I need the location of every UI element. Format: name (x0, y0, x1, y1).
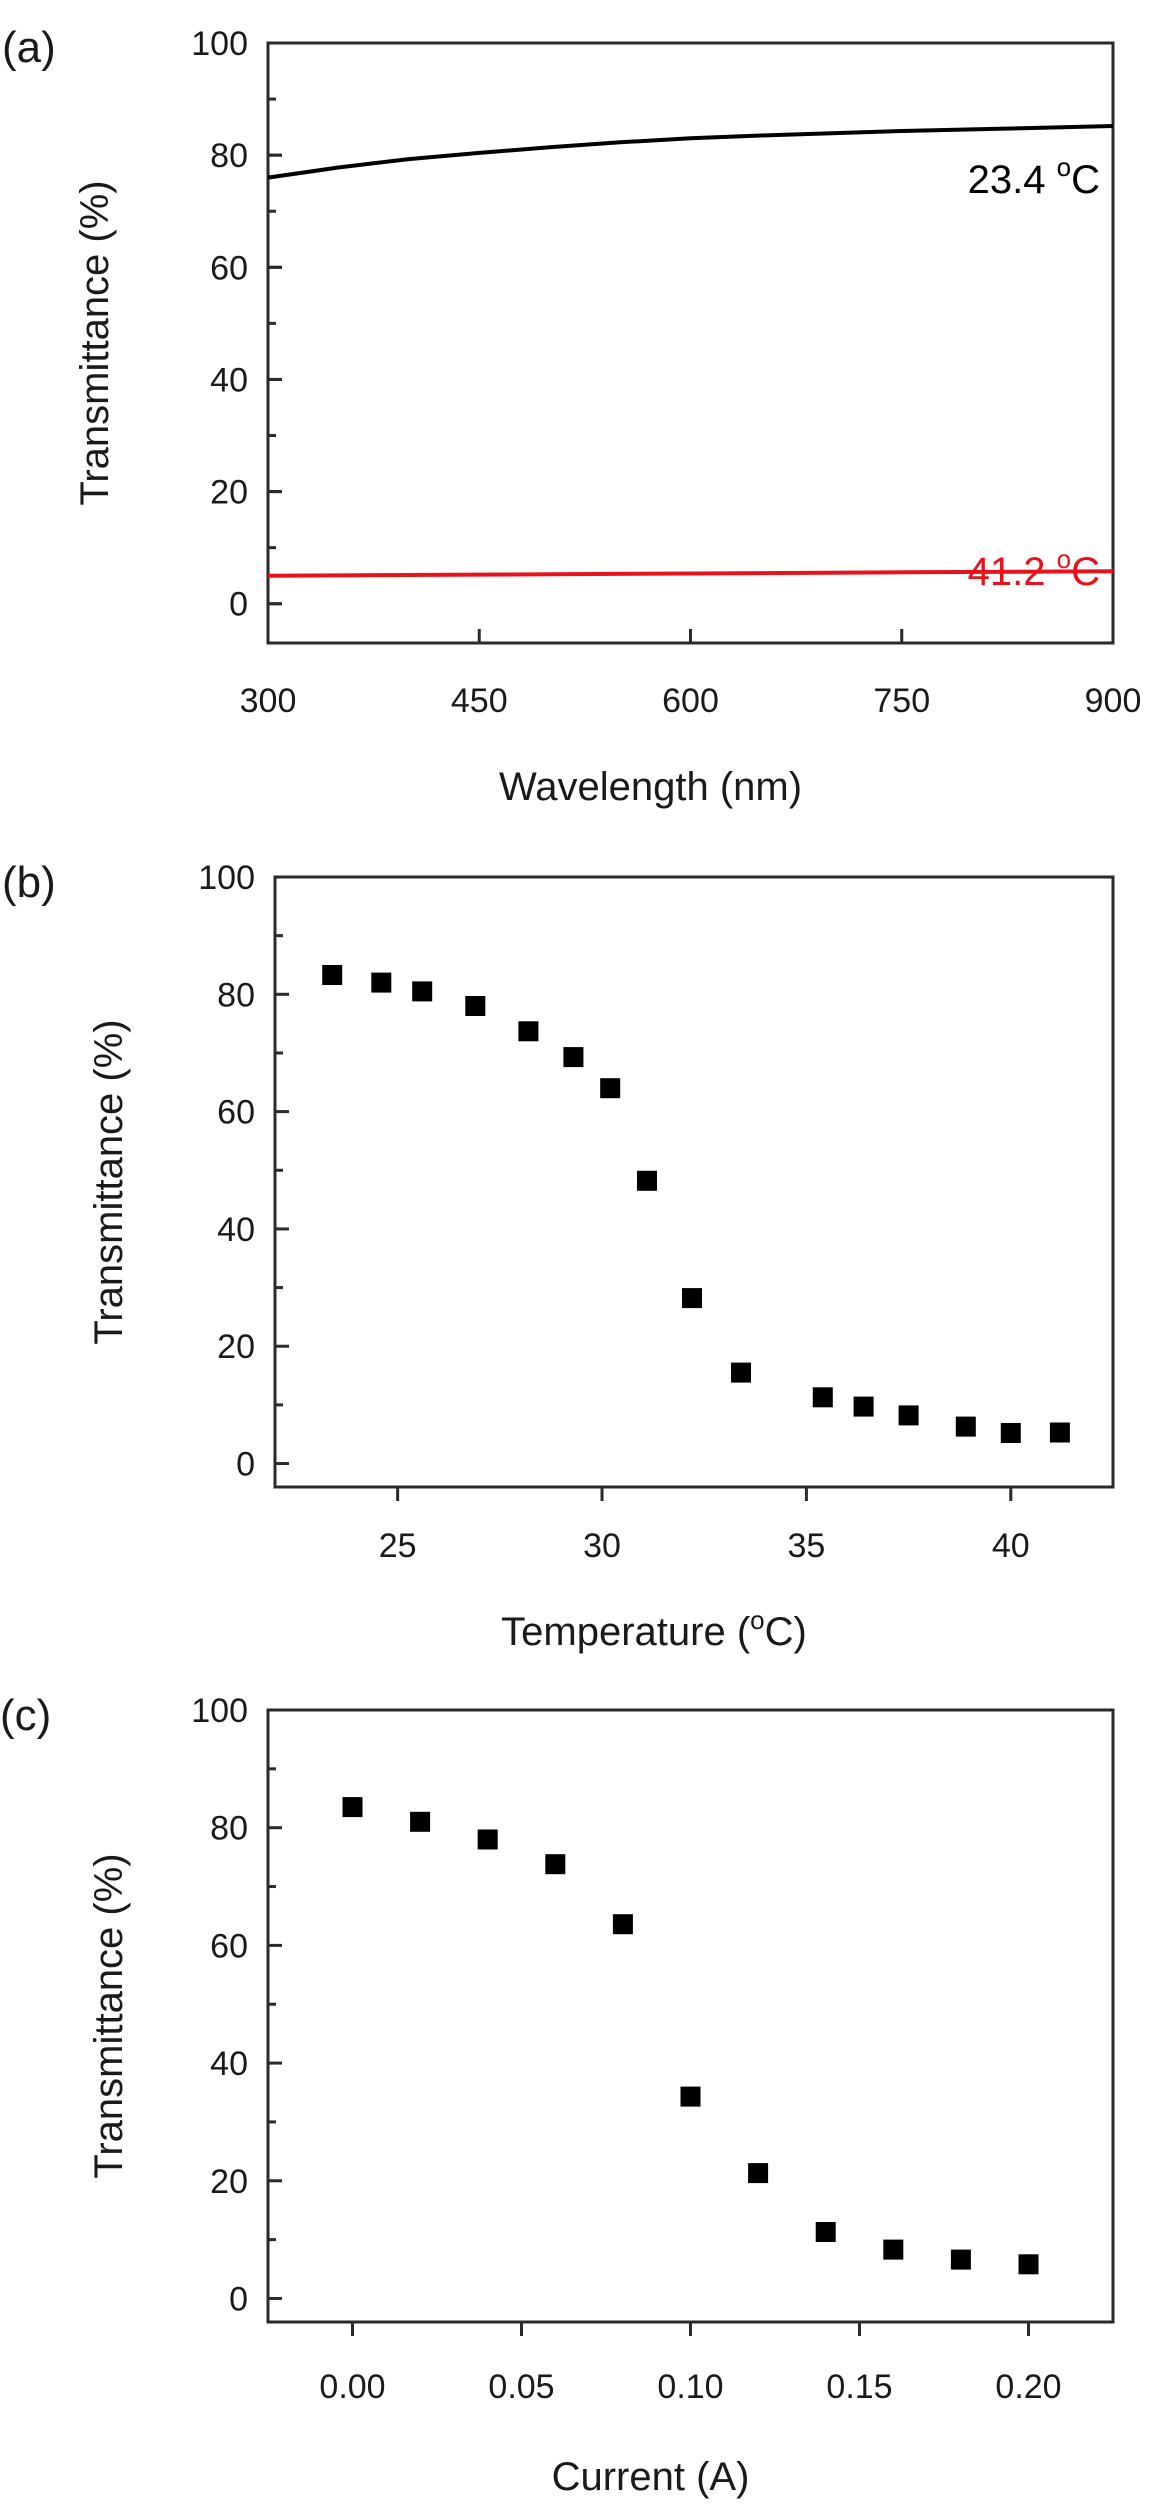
series-label-cool: 23.4 oC (968, 152, 1100, 202)
y-axis-title: Transmittance (%) (73, 180, 117, 505)
data-point (1049, 1422, 1070, 1443)
series-label-unit: C (1071, 158, 1100, 202)
plot-frame (266, 1708, 1115, 2324)
data-point (682, 1288, 702, 1309)
x-tick-label: 0.20 (995, 2368, 1061, 2406)
data-point (955, 1416, 976, 1437)
x-tick-label: 300 (240, 682, 297, 720)
data-point (1000, 1423, 1021, 1443)
chart-panel-a: (a) 0 20 40 60 80 100 300 450 600 750 900 Transmitta… (2, 23, 1141, 809)
x-tick-label: 0.10 (657, 2368, 723, 2406)
x-axis-title-degree: o (750, 1605, 764, 1635)
data-point (371, 972, 392, 993)
x-axis-title: Wavelength (nm) (499, 765, 802, 809)
series-label-degree: o (1057, 544, 1071, 574)
series-label-value: 41.2 (968, 550, 1057, 594)
x-tick-label: 0.00 (319, 2368, 385, 2406)
data-point (465, 996, 486, 1016)
series-label-hot: 41.2 oC (968, 544, 1100, 594)
data-point (412, 981, 433, 1002)
x-axis-title: Current (A) (552, 2455, 750, 2499)
x-tick-label: 35 (788, 1527, 826, 1565)
series-label-unit: C (1071, 550, 1100, 594)
chart-panel-b: (b) 0 20 40 60 80 100 25 30 35 40 Transmittance (%)… (2, 858, 1115, 1654)
x-tick-label: 0.15 (826, 2368, 892, 2406)
data-point (1018, 2254, 1039, 2275)
y-tick-label: 80 (217, 976, 255, 1014)
data-point (600, 1078, 621, 1099)
data-point (815, 2222, 836, 2242)
data-point (898, 1405, 919, 1426)
y-tick-label: 60 (217, 1094, 255, 1132)
y-tick-label: 40 (210, 361, 248, 399)
panel-label: (a) (2, 23, 56, 72)
panel-label: (c) (0, 1691, 51, 1740)
y-tick-label: 100 (198, 859, 255, 897)
y-tick-label: 40 (217, 1211, 255, 1249)
series-line-hot (267, 569, 1114, 578)
x-tick-label: 0.05 (488, 2368, 554, 2406)
data-point (748, 2163, 769, 2184)
series-line-cool (267, 124, 1114, 180)
x-tick-label: 450 (451, 682, 508, 720)
series-label-degree: o (1057, 152, 1071, 182)
y-tick-label: 100 (191, 1692, 248, 1730)
data-point (950, 2249, 971, 2270)
data-point (563, 1047, 584, 1068)
series-label-value: 23.4 (968, 158, 1057, 202)
y-axis-title: Transmittance (%) (87, 1853, 131, 2178)
panel-label: (b) (2, 858, 56, 907)
plot-frame (273, 875, 1115, 1489)
data-point (477, 1829, 498, 1850)
x-tick-label: 900 (1085, 682, 1142, 720)
y-tick-label: 0 (236, 1446, 255, 1484)
y-tick-label: 80 (210, 1810, 248, 1848)
y-tick-label: 0 (229, 2280, 248, 2318)
chart-panel-c: (c) 0 20 40 60 80 100 0.00 0.05 0.10 0.15 0.20 Trans… (0, 1691, 1115, 2499)
y-tick-label: 80 (210, 137, 248, 175)
data-point (680, 2086, 701, 2107)
data-point (853, 1396, 874, 1417)
x-tick-label: 600 (662, 682, 719, 720)
y-tick-label: 0 (229, 586, 248, 624)
x-axis-title-main: Temperature ( (501, 1610, 751, 1654)
data-point (883, 2239, 904, 2260)
data-point (342, 1797, 363, 1818)
y-tick-label: 100 (191, 25, 248, 63)
y-tick-label: 20 (210, 2163, 248, 2201)
x-axis-title-unit: C) (765, 1610, 807, 1654)
data-point (545, 1854, 566, 1875)
x-tick-label: 40 (992, 1527, 1030, 1565)
y-tick-label: 20 (210, 474, 248, 512)
y-tick-label: 40 (210, 2045, 248, 2083)
data-point (322, 965, 343, 985)
x-tick-label: 25 (379, 1527, 417, 1565)
x-axis-title: Temperature (oC) (501, 1605, 807, 1654)
y-tick-label: 20 (217, 1328, 255, 1366)
data-point (637, 1170, 657, 1191)
x-tick-label: 750 (873, 682, 930, 720)
y-axis-title: Transmittance (%) (87, 1019, 131, 1344)
data-point (612, 1914, 633, 1935)
data-point (731, 1362, 751, 1383)
x-tick-label: 30 (583, 1527, 621, 1565)
y-tick-label: 60 (210, 1927, 248, 1965)
data-point (410, 1811, 431, 1832)
data-point (812, 1387, 833, 1408)
y-tick-label: 60 (210, 249, 248, 287)
data-point (518, 1021, 539, 1042)
